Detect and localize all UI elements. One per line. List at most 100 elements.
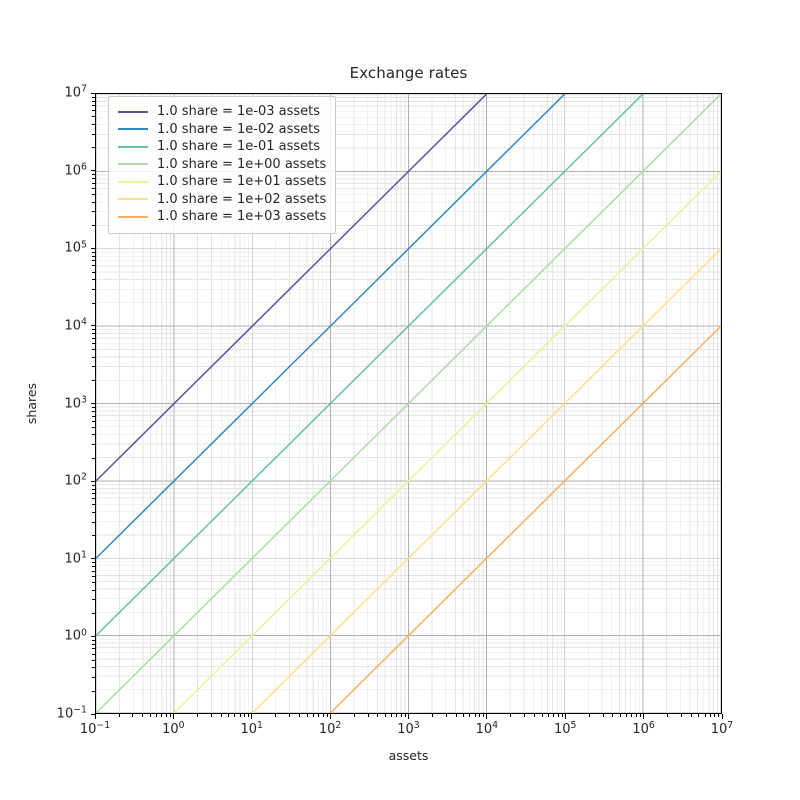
legend-item[interactable]: 1.0 share = 1e+00 assets xyxy=(118,156,326,174)
legend: 1.0 share = 1e-03 assets 1.0 share = 1e-0… xyxy=(108,96,337,234)
x-tickmark-minor xyxy=(557,714,559,717)
y-tick-label-4: 103 xyxy=(64,394,88,411)
legend-color-swatch xyxy=(118,145,148,148)
x-tickmark-minor xyxy=(534,714,536,717)
y-tickmark-minor xyxy=(92,343,95,345)
y-tickmark-minor xyxy=(92,193,95,195)
y-tickmark-major xyxy=(90,480,95,482)
y-tickmark-minor xyxy=(92,562,95,564)
x-tickmark-minor xyxy=(469,714,471,717)
y-tickmark-minor xyxy=(92,329,95,331)
x-tickmark-minor xyxy=(155,714,157,717)
x-tickmark-minor xyxy=(132,714,134,717)
y-tickmark-minor xyxy=(92,648,95,650)
x-tickmark-minor xyxy=(317,714,319,717)
x-tick-label-8: 107 xyxy=(710,720,734,737)
y-tickmark-minor xyxy=(92,288,95,290)
y-tickmark-major xyxy=(90,713,95,715)
x-tickmark-minor xyxy=(479,714,481,717)
y-tick-label-6: 105 xyxy=(64,239,88,256)
x-tickmark-minor xyxy=(404,714,406,717)
x-tickmark-minor xyxy=(474,714,476,717)
x-tickmark-minor xyxy=(210,714,212,717)
x-tickmark-minor xyxy=(196,714,198,717)
y-tick-label-1: 100 xyxy=(64,627,88,644)
x-tick-label-7: 106 xyxy=(632,720,655,737)
y-tickmark-minor xyxy=(92,589,95,591)
y-tickmark-minor xyxy=(92,178,95,180)
plot-area xyxy=(95,93,722,714)
y-tickmark-minor xyxy=(92,187,95,189)
y-tickmark-minor xyxy=(92,147,95,149)
y-tickmark-minor xyxy=(92,302,95,304)
y-tickmark-minor xyxy=(92,444,95,446)
series-line-6 xyxy=(329,325,721,713)
x-tickmark-minor xyxy=(161,714,163,717)
x-tickmark-minor xyxy=(709,714,711,717)
x-tickmark-major xyxy=(329,714,331,719)
x-tickmark-major xyxy=(94,714,96,719)
y-tickmark-minor xyxy=(92,174,95,176)
legend-item[interactable]: 1.0 share = 1e+03 assets xyxy=(118,208,326,226)
y-tickmark-minor xyxy=(92,582,95,584)
x-tickmark-minor xyxy=(636,714,638,717)
x-tickmark-minor xyxy=(306,714,308,717)
x-tick-label-6: 105 xyxy=(554,720,577,737)
legend-item[interactable]: 1.0 share = 1e-01 assets xyxy=(118,138,326,156)
x-tickmark-minor xyxy=(704,714,706,717)
y-tickmark-minor xyxy=(92,667,95,669)
series-line-4 xyxy=(173,170,721,713)
legend-item[interactable]: 1.0 share = 1e+01 assets xyxy=(118,173,326,191)
x-tickmark-minor xyxy=(698,714,700,717)
y-tickmark-major xyxy=(90,170,95,172)
y-tick-label-3: 102 xyxy=(64,471,88,489)
series-line-0 xyxy=(96,94,488,482)
x-tickmark-major xyxy=(721,714,723,719)
x-tickmark-minor xyxy=(640,714,642,717)
y-tickmark-minor xyxy=(92,415,95,417)
y-tickmark-major xyxy=(90,635,95,637)
y-tickmark-minor xyxy=(92,116,95,118)
y-tickmark-major xyxy=(90,403,95,405)
legend-item[interactable]: 1.0 share = 1e-03 assets xyxy=(118,103,326,121)
y-tickmark-minor xyxy=(92,201,95,203)
x-tickmark-minor xyxy=(602,714,604,717)
y-tickmark-minor xyxy=(92,265,95,267)
legend-item-label: 1.0 share = 1e-02 assets xyxy=(157,121,321,137)
x-tickmark-minor xyxy=(149,714,151,717)
y-tickmark-minor xyxy=(92,426,95,428)
x-tick-label-5: 104 xyxy=(475,720,499,737)
y-tickmark-minor xyxy=(92,457,95,459)
x-tickmark-minor xyxy=(553,714,555,717)
y-tickmark-minor xyxy=(92,521,95,523)
y-tickmark-minor xyxy=(92,659,95,661)
x-tickmark-major xyxy=(643,714,645,719)
x-tickmark-minor xyxy=(631,714,633,717)
series-lines xyxy=(96,94,721,713)
legend-item[interactable]: 1.0 share = 1e+02 assets xyxy=(118,191,326,209)
y-tickmark-major xyxy=(90,247,95,249)
y-tickmark-minor xyxy=(92,690,95,692)
y-tickmark-minor xyxy=(92,504,95,506)
legend-item[interactable]: 1.0 share = 1e-02 assets xyxy=(118,121,326,139)
x-tickmark-major xyxy=(564,714,566,719)
x-tickmark-minor xyxy=(714,714,716,717)
y-tickmark-minor xyxy=(92,366,95,368)
x-tickmark-minor xyxy=(239,714,241,717)
y-tickmark-minor xyxy=(92,488,95,490)
y-tickmark-minor xyxy=(92,566,95,568)
x-tickmark-minor xyxy=(142,714,144,717)
x-tickmark-minor xyxy=(667,714,669,717)
y-tickmark-minor xyxy=(92,411,95,413)
y-tickmark-minor xyxy=(92,407,95,409)
x-tickmark-minor xyxy=(377,714,379,717)
y-tickmark-minor xyxy=(92,380,95,382)
legend-color-swatch xyxy=(118,215,148,218)
x-tickmark-minor xyxy=(396,714,398,717)
x-tickmark-major xyxy=(172,714,174,719)
x-tickmark-minor xyxy=(298,714,300,717)
y-tick-label-5: 104 xyxy=(64,316,88,334)
y-tickmark-minor xyxy=(92,349,95,351)
y-axis-label: shares xyxy=(24,382,39,425)
x-tickmark-minor xyxy=(165,714,167,717)
